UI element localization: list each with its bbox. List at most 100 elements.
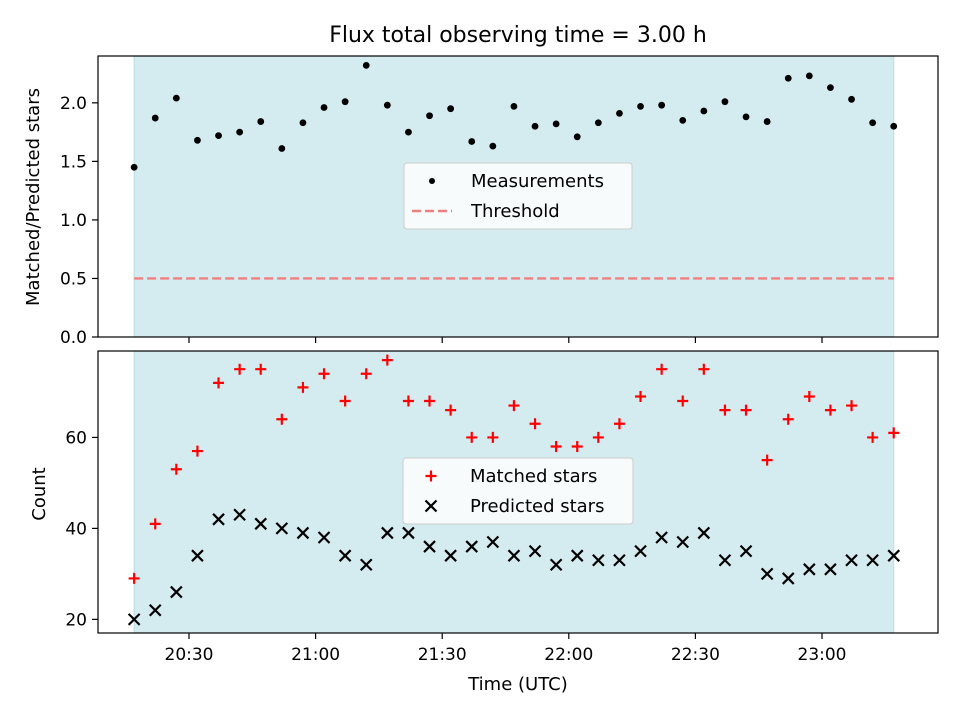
predicted-star-point xyxy=(338,549,352,562)
predicted-star-point xyxy=(824,563,837,576)
measurement-point xyxy=(426,112,433,120)
y-tick-label: 60 xyxy=(65,428,87,448)
predicted-star-point xyxy=(549,558,563,572)
y-tick-label: 1.5 xyxy=(60,152,87,172)
measurement-point xyxy=(721,98,729,106)
y-tick-label: 40 xyxy=(65,519,87,539)
matched-star-point xyxy=(782,413,794,425)
predicted-star-point xyxy=(317,531,331,544)
measurement-point xyxy=(827,84,834,92)
series-predicted-stars xyxy=(127,508,901,626)
measurement-point xyxy=(257,118,265,125)
x-tick-label: 21:30 xyxy=(418,645,467,665)
measurement-point xyxy=(763,118,771,125)
matched-star-point xyxy=(191,445,203,457)
predicted-star-point xyxy=(486,535,500,549)
measurement-point xyxy=(552,120,560,128)
measurement-point xyxy=(742,113,750,121)
matched-star-point xyxy=(888,427,900,439)
legend: Measurements Threshold xyxy=(403,162,633,230)
matched-star-point xyxy=(508,400,520,412)
matched-star-point xyxy=(381,354,393,366)
predicted-star-point xyxy=(127,613,141,626)
measurement-point xyxy=(362,61,370,69)
predicted-star-point xyxy=(613,553,626,567)
measurement-point xyxy=(573,133,581,141)
predicted-star-point xyxy=(359,558,373,572)
matched-star-point xyxy=(487,431,499,443)
axes-frame xyxy=(97,55,939,338)
matched-star-point xyxy=(698,363,710,375)
matched-star-point xyxy=(128,572,140,584)
measurement-point xyxy=(594,119,602,127)
matched-star-point xyxy=(740,404,752,416)
predicted-star-point xyxy=(718,553,732,567)
predicted-star-point xyxy=(233,508,246,522)
predicted-star-point xyxy=(592,553,605,567)
predicted-star-point xyxy=(781,572,795,585)
matched-star-point xyxy=(571,441,583,453)
matched-star-point xyxy=(677,395,689,407)
measurement-point xyxy=(320,104,328,111)
matched-star-point xyxy=(466,431,478,443)
measurement-point xyxy=(278,145,286,152)
legend-marker xyxy=(424,499,438,513)
legend-box xyxy=(402,457,634,525)
axes-frame xyxy=(97,350,939,634)
legend-box xyxy=(403,162,633,230)
legend-marker xyxy=(425,470,437,482)
matched-star-point xyxy=(445,404,457,416)
measurement-point xyxy=(236,128,244,136)
legend-label: Predicted stars xyxy=(470,496,604,517)
bottom-y-axis-label: Count xyxy=(29,467,50,520)
measurement-point xyxy=(447,105,455,113)
matched-star-point xyxy=(550,441,562,453)
matched-star-point xyxy=(803,390,815,402)
series-measurements xyxy=(130,61,898,171)
measurement-point xyxy=(869,119,877,127)
measurement-point xyxy=(531,122,539,130)
legend-marker xyxy=(429,178,435,184)
measurement-point xyxy=(299,119,307,127)
matched-star-point xyxy=(339,395,351,407)
predicted-star-point xyxy=(423,540,436,553)
measurement-point xyxy=(616,109,623,117)
legend-label: Measurements xyxy=(471,171,604,192)
x-tick-label: 22:30 xyxy=(671,645,720,665)
matched-star-point xyxy=(255,363,267,375)
measurement-point xyxy=(658,101,666,109)
predicted-star-point xyxy=(148,603,162,617)
y-tick-label: 1.0 xyxy=(60,211,87,231)
y-tick-label: 0.5 xyxy=(60,269,87,289)
x-tick-label: 21:00 xyxy=(291,645,340,665)
predicted-star-point xyxy=(444,549,457,562)
measurement-point xyxy=(848,95,855,103)
matched-star-point xyxy=(276,413,288,425)
measurement-point xyxy=(151,114,159,122)
x-axis-label: Time (UTC) xyxy=(467,674,568,695)
measurement-point xyxy=(130,163,138,171)
predicted-star-point xyxy=(528,544,542,558)
measurement-point xyxy=(637,102,644,110)
predicted-star-point xyxy=(465,540,479,553)
predicted-star-point xyxy=(254,517,268,531)
matched-star-point xyxy=(635,390,647,402)
top-y-axis-label: Matched/Predicted stars xyxy=(23,88,44,306)
measurement-point xyxy=(215,132,222,140)
matched-star-point xyxy=(867,431,879,443)
matched-star-point xyxy=(360,368,372,380)
y-tick-label: 2.0 xyxy=(60,94,87,114)
predicted-star-point xyxy=(634,544,647,558)
predicted-star-point xyxy=(296,526,310,540)
measurement-point xyxy=(700,107,708,115)
measurement-point xyxy=(510,102,518,110)
predicted-star-point xyxy=(570,549,584,562)
bottom-panel-counts: 20 40 60 20:30 21:00 21:30 22:00 22:30 23:00 Matc… xyxy=(65,350,939,665)
measurement-point xyxy=(468,138,476,145)
predicted-star-point xyxy=(275,522,289,535)
matched-star-point xyxy=(170,463,182,475)
matched-star-point xyxy=(613,418,625,430)
predicted-star-point xyxy=(507,549,521,562)
top-panel-ratio: 0.0 0.5 1.0 1.5 2.0 Measurements Threshold xyxy=(60,55,939,348)
